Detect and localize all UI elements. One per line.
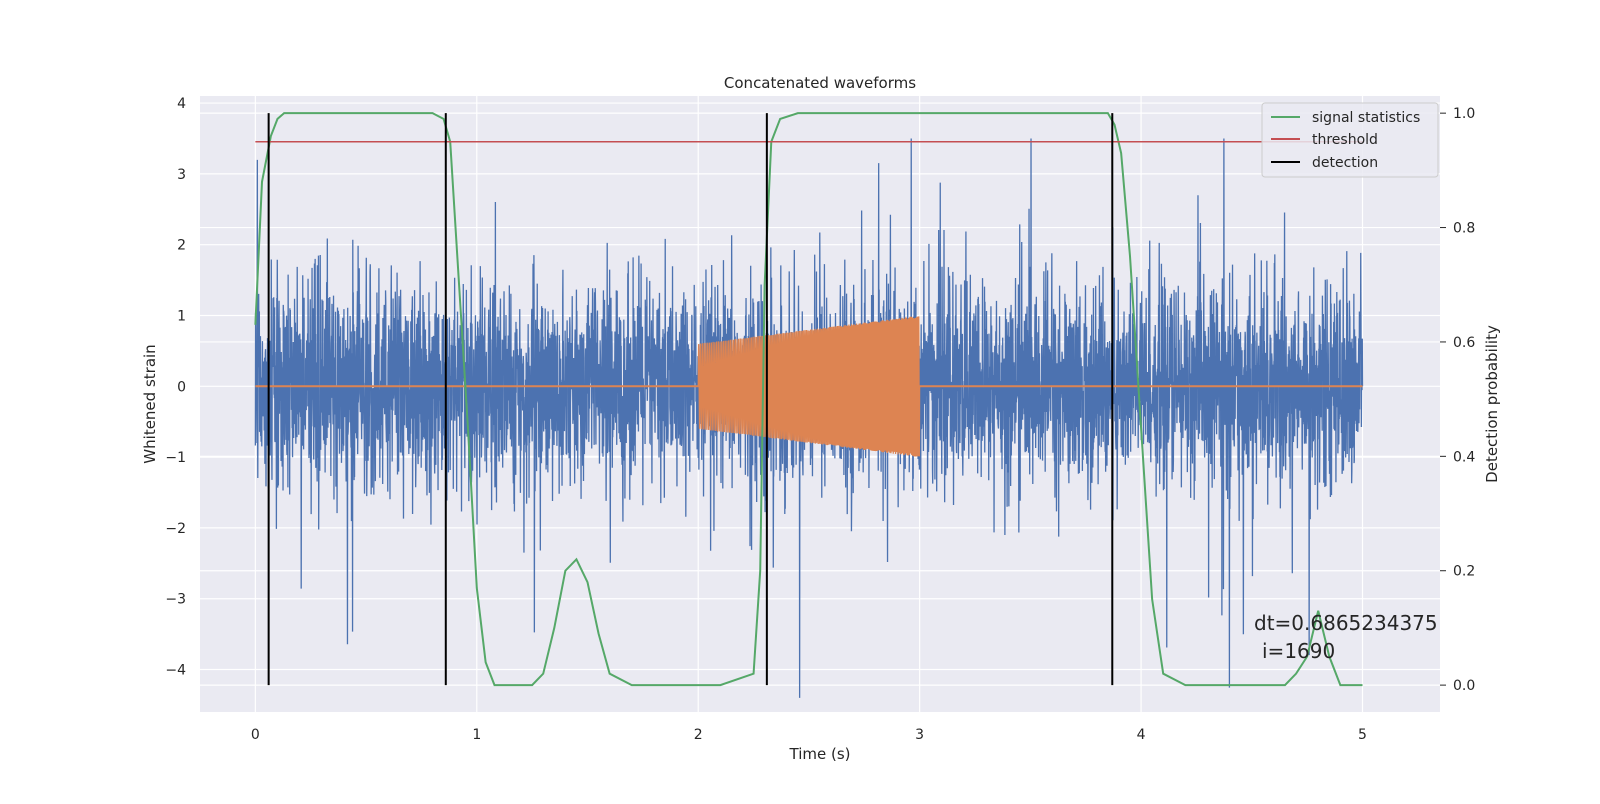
y-tick-label-5: −1 (165, 450, 186, 466)
y-tick-label-7: −3 (165, 592, 186, 608)
x-tick-label-1: 1 (472, 727, 481, 743)
x-tick-label-4: 4 (1137, 727, 1146, 743)
legend-label-detection: detection (1312, 155, 1378, 171)
y-tick-label-8: −4 (165, 663, 186, 679)
legend-label-threshold: threshold (1312, 132, 1378, 148)
x-tick-label-5: 5 (1358, 727, 1367, 743)
detection-lines (267, 113, 1114, 686)
y-tick-label-6: −2 (165, 521, 186, 537)
y-axis-label: Whitened strain (141, 344, 159, 463)
y-tick-label-0: 4 (177, 96, 186, 112)
y-right-tick-label-3: 0.4 (1453, 449, 1475, 465)
axes: 0 1 2 3 4 5 4 3 2 1 0 −1 −2 −3 −4 1.0 0.8 0.6 0.4 0.2 0.0 (165, 96, 1475, 743)
chirp-series (255, 316, 1363, 457)
legend-label-signal-statistics: signal statistics (1312, 110, 1420, 126)
y-axis-label-right: Detection probability (1483, 325, 1501, 483)
y-right-tick-label-2: 0.6 (1453, 335, 1475, 351)
signal-statistics-series (254, 112, 1363, 687)
y-right-tick-label-1: 0.8 (1453, 221, 1475, 237)
y-tick-label-1: 3 (177, 167, 186, 183)
annotation-dt: dt=0.6865234375 (1254, 611, 1438, 635)
y-right-tick-label-5: 0.0 (1453, 678, 1475, 694)
chart-title: Concatenated waveforms (724, 74, 916, 92)
y-tick-label-2: 2 (177, 238, 186, 254)
x-tick-label-2: 2 (694, 727, 703, 743)
annotation-index: i=1690 (1262, 639, 1335, 663)
y-tick-label-3: 1 (177, 308, 186, 324)
y-right-tick-label-4: 0.2 (1453, 564, 1475, 580)
signal-statistics-line (254, 112, 1363, 687)
x-axis-label: Time (s) (789, 745, 851, 763)
legend-box (1261, 102, 1439, 178)
legend: signal statistics threshold detection (1261, 102, 1439, 178)
y-right-tick-label-0: 1.0 (1453, 106, 1475, 122)
x-tick-label-0: 0 (251, 727, 260, 743)
x-tick-label-3: 3 (915, 727, 924, 743)
y-tick-label-4: 0 (177, 379, 186, 395)
annotation: dt=0.6865234375 i=1690 (1254, 611, 1438, 663)
